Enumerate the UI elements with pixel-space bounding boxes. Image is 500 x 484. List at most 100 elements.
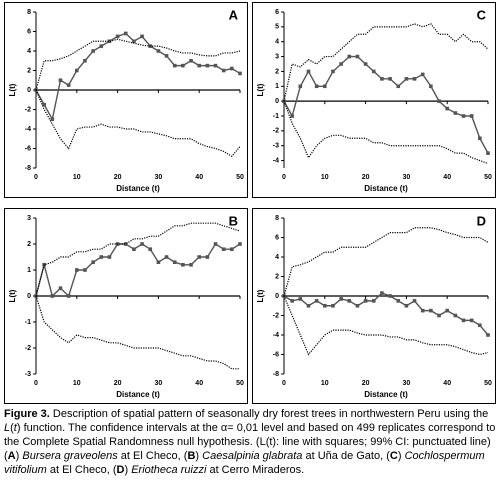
square-marker — [148, 247, 153, 251]
square-marker — [75, 68, 79, 73]
square-marker — [396, 299, 401, 303]
x-tick-label: 0 — [282, 174, 286, 181]
square-marker — [238, 242, 242, 246]
x-tick-label: 0 — [282, 380, 286, 387]
y-tick-label: -4 — [273, 332, 279, 339]
x-tick-label: 50 — [236, 380, 244, 387]
y-tick-label: 4 — [275, 39, 279, 46]
y-tick-label: 3 — [27, 215, 31, 222]
y-tick-label: -3 — [25, 371, 31, 378]
square-marker — [371, 69, 376, 74]
square-marker — [213, 242, 218, 246]
panel-frame — [4, 208, 248, 404]
envelope-line — [283, 100, 489, 165]
square-marker — [172, 260, 177, 264]
y-tick-label: -1 — [25, 319, 31, 326]
square-marker — [437, 99, 441, 103]
square-marker — [306, 303, 311, 308]
y-tick-label: 0 — [27, 87, 31, 94]
x-tick-label: 20 — [362, 174, 370, 181]
square-marker — [412, 77, 417, 81]
square-marker — [388, 77, 392, 81]
y-tick-label: 4 — [275, 254, 279, 261]
square-marker — [363, 62, 368, 66]
y-tick-label: -6 — [273, 351, 279, 358]
square-marker — [347, 299, 352, 303]
caption-text: Eriotheca ruizzi — [131, 464, 207, 476]
square-marker — [445, 106, 449, 111]
square-marker — [469, 318, 474, 323]
square-marker — [298, 297, 303, 301]
square-marker — [420, 308, 425, 313]
square-marker — [355, 54, 360, 59]
square-marker — [140, 34, 144, 39]
y-tick-label: -4 — [273, 157, 279, 164]
envelope-line — [283, 23, 489, 102]
square-marker — [132, 247, 136, 251]
x-tick-label: 40 — [195, 380, 203, 387]
x-axis-label: Distance (t) — [116, 390, 160, 399]
x-tick-label: 10 — [73, 174, 81, 181]
y-tick-label: 0 — [27, 293, 31, 300]
y-tick-label: 1 — [275, 83, 279, 90]
square-marker — [290, 114, 294, 118]
y-axis-label: L(t) — [8, 289, 17, 302]
square-marker — [388, 294, 392, 298]
y-tick-label: -4 — [25, 126, 31, 133]
square-marker — [306, 69, 311, 74]
caption-text: C — [389, 450, 398, 462]
caption: Figure 3. Description of spatial pattern… — [4, 407, 496, 477]
square-marker — [380, 291, 384, 295]
square-marker — [66, 83, 71, 87]
y-tick-label: 2 — [275, 68, 279, 75]
square-marker — [189, 58, 193, 63]
panel-label: C — [477, 7, 487, 22]
y-tick-label: -8 — [25, 165, 31, 172]
panel-frame — [252, 2, 496, 198]
square-marker — [91, 49, 95, 53]
y-tick-label: 2 — [27, 241, 31, 248]
x-tick-label: 50 — [484, 380, 492, 387]
square-marker — [140, 242, 144, 246]
envelope-line — [283, 295, 489, 356]
square-marker — [99, 255, 104, 259]
square-marker — [461, 318, 466, 323]
square-marker — [453, 111, 458, 115]
square-marker — [445, 308, 449, 313]
x-tick-label: 0 — [34, 174, 38, 181]
square-marker — [197, 63, 201, 68]
square-marker — [429, 84, 433, 89]
y-tick-label: -2 — [25, 106, 31, 113]
square-marker — [486, 333, 490, 337]
y-tick-label: 0 — [275, 293, 279, 300]
y-tick-label: -2 — [273, 128, 279, 135]
y-axis-label: L(t) — [256, 289, 265, 302]
square-marker — [189, 263, 193, 267]
square-marker — [83, 58, 87, 63]
caption-text: B — [187, 450, 196, 462]
y-tick-label: -2 — [273, 312, 279, 319]
square-marker — [420, 72, 425, 77]
caption-text: at Cerro Miraderos. — [206, 464, 305, 476]
caption-text: ( — [10, 422, 14, 434]
caption-text: A — [7, 450, 16, 462]
x-axis-label: Distance (t) — [364, 390, 408, 399]
square-marker — [123, 242, 128, 246]
caption-text: L — [4, 422, 11, 434]
x-tick-label: 30 — [403, 174, 411, 181]
y-tick-label: 6 — [275, 9, 279, 16]
x-tick-label: 40 — [443, 174, 451, 181]
caption-text: at El Checo, ( — [117, 450, 188, 462]
square-marker — [238, 71, 242, 76]
y-tick-label: 8 — [275, 215, 279, 222]
y-tick-label: -1 — [273, 113, 279, 120]
x-tick-label: 50 — [484, 174, 492, 181]
observed-line — [35, 32, 241, 122]
envelope-line — [35, 38, 241, 91]
square-marker — [205, 255, 210, 259]
square-marker — [221, 68, 226, 73]
square-marker — [437, 313, 441, 318]
square-marker — [230, 66, 234, 71]
square-marker — [339, 297, 343, 301]
